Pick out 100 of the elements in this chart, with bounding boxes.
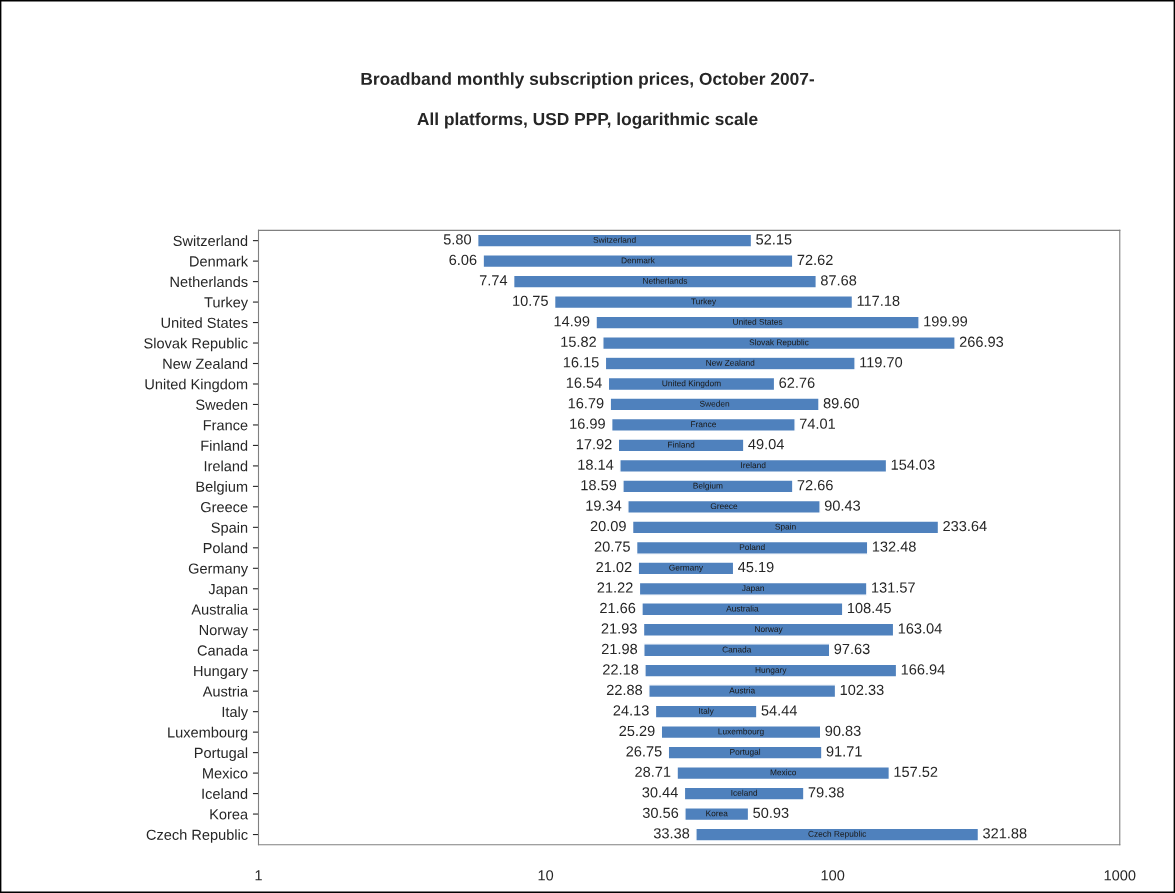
category-label: Hungary <box>755 667 787 675</box>
data-label: 154.03 <box>891 459 935 470</box>
data-label: 50.93 <box>753 807 789 818</box>
annotation: 28.71 <box>635 766 671 778</box>
x-tick-label: 1000 <box>1104 870 1136 881</box>
data-label: 266.93 <box>959 336 1004 347</box>
annotation: 21.02 <box>596 561 632 573</box>
annotation: 18.59 <box>581 479 617 491</box>
category-label: Sweden <box>699 400 730 407</box>
data-label: 166.94 <box>901 664 945 675</box>
x-tick-label: 1 <box>255 870 262 881</box>
y-tick-label: Germany <box>188 563 249 577</box>
data-label: 199.99 <box>924 316 968 327</box>
bar <box>622 479 794 494</box>
data-label: 157.52 <box>894 766 938 778</box>
y-tick-label: Poland <box>203 542 248 554</box>
annotation: 17.92 <box>576 439 612 450</box>
annotation: 18.14 <box>578 459 614 470</box>
data-label: 131.57 <box>872 582 915 593</box>
category-label: Austria <box>729 687 756 694</box>
category-label: Italy <box>699 707 714 716</box>
annotation: 30.44 <box>642 787 678 798</box>
chart-title: Broadband monthly subscription prices, October 2007- <box>361 72 815 89</box>
bar <box>648 684 837 699</box>
category-label: Switzerland <box>593 236 636 243</box>
annotation: 33.38 <box>653 828 690 839</box>
data-label: 62.76 <box>779 377 815 388</box>
bar <box>607 376 776 392</box>
y-tick-label: Spain <box>211 522 248 536</box>
y-tick-label: Belgium <box>196 481 248 495</box>
y-tick-label: Netherlands <box>170 276 248 288</box>
data-label: 74.01 <box>799 418 835 429</box>
category-label: France <box>691 421 717 428</box>
category-label: Slovak Republic <box>749 339 809 347</box>
y-tick-label: Portugal <box>194 747 248 761</box>
annotation: 26.75 <box>626 746 662 757</box>
category-label: Japan <box>741 585 764 593</box>
bar <box>667 745 823 760</box>
y-tick-label: New Zealand <box>163 358 248 369</box>
bar <box>676 766 891 781</box>
x-tick-label: 10 <box>538 870 554 881</box>
bar <box>695 827 980 842</box>
annotation: 21.22 <box>597 582 633 593</box>
y-tick-label: Austria <box>202 685 249 697</box>
bar <box>610 417 796 432</box>
y-tick-label: Iceland <box>202 788 248 800</box>
y-tick-label: Mexico <box>203 767 248 779</box>
y-tick-label: Italy <box>222 706 249 720</box>
annotation: 10.75 <box>513 295 548 306</box>
y-tick-label: Ireland <box>204 460 248 472</box>
bar <box>641 602 844 617</box>
annotation: 30.56 <box>642 807 679 818</box>
annotation: 16.99 <box>570 418 605 429</box>
data-label: 49.04 <box>748 439 784 450</box>
annotation: 21.93 <box>601 623 637 634</box>
annotation: 22.18 <box>603 664 639 675</box>
annotation: 5.80 <box>443 234 472 245</box>
annotation: 15.82 <box>561 336 596 347</box>
data-label: 72.62 <box>797 254 833 266</box>
bar <box>637 561 735 576</box>
data-label: 321.88 <box>983 828 1027 839</box>
data-label: 90.83 <box>825 725 861 737</box>
y-tick-label: Japan <box>208 584 248 598</box>
category-label: Poland <box>739 543 765 551</box>
bar <box>638 581 868 596</box>
annotation: 22.88 <box>606 684 643 696</box>
category-label: Belgium <box>693 482 723 491</box>
y-tick-label: Hungary <box>194 665 249 680</box>
annotation: 16.54 <box>566 377 602 388</box>
data-label: 87.68 <box>820 275 857 286</box>
category-label: Germany <box>669 564 704 573</box>
category-label: Mexico <box>770 769 797 776</box>
category-label: Greece <box>710 503 738 510</box>
y-tick-label: United States <box>161 317 248 328</box>
y-tick-label: Sweden <box>196 399 248 410</box>
category-label: Australia <box>726 605 759 612</box>
y-tick-label: Norway <box>199 624 249 639</box>
data-label: 52.15 <box>756 234 792 245</box>
annotation: 25.29 <box>619 725 655 737</box>
bar <box>683 786 805 801</box>
y-tick-label: Greece <box>201 501 248 513</box>
category-label: Luxembourg <box>718 728 764 737</box>
bar <box>602 335 956 351</box>
annotation: 20.75 <box>594 541 630 552</box>
data-label: 72.66 <box>797 479 833 491</box>
data-label: 91.71 <box>826 746 862 757</box>
y-tick-label: Korea <box>210 809 249 820</box>
bar <box>654 704 758 719</box>
data-label: 79.38 <box>808 787 844 798</box>
annotation: 24.13 <box>613 705 649 716</box>
category-label: Denmark <box>621 257 655 264</box>
bar <box>617 438 745 453</box>
category-label: United States <box>733 318 783 325</box>
annotation: 21.98 <box>601 643 638 655</box>
chart-subtitle: All platforms, USD PPP, logarithmic scale <box>417 112 758 129</box>
bar <box>609 397 820 412</box>
category-label: Canada <box>722 646 752 653</box>
bar <box>642 622 895 637</box>
data-label: 108.45 <box>847 602 891 614</box>
y-tick-label: Canada <box>197 644 249 656</box>
